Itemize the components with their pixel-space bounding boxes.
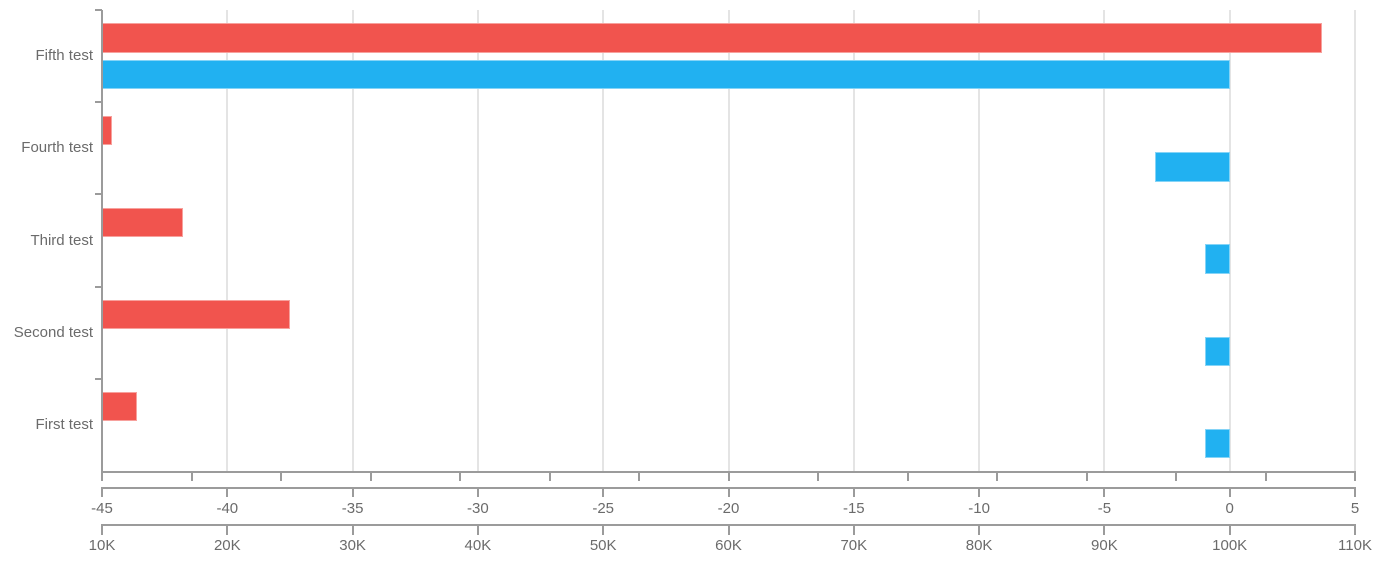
bottom-axis-tick [727, 526, 730, 535]
middle-axis-tick [978, 489, 981, 497]
primary-axis-tick [101, 473, 103, 481]
category-label: Second test [13, 323, 93, 341]
middle-axis-tick [226, 489, 229, 497]
primary-axis-tick [996, 473, 998, 481]
middle-axis-tick [101, 489, 103, 497]
gridline [226, 10, 229, 471]
category-axis-tick [95, 377, 102, 380]
bottom-axis-tick [1354, 526, 1356, 535]
bar-series-red[interactable] [102, 23, 1323, 53]
middle-axis-label: -5 [1097, 500, 1112, 517]
middle-axis-tick [1103, 489, 1106, 497]
gridline [1354, 10, 1356, 471]
middle-axis-label: -30 [467, 500, 489, 517]
category-label: First test [35, 415, 93, 433]
primary-axis-tick [1085, 473, 1088, 481]
middle-axis-label: -45 [91, 500, 113, 517]
bottom-axis-tick [476, 526, 479, 535]
gridline [852, 10, 855, 471]
middle-axis-line [101, 487, 1356, 489]
middle-axis-tick [1354, 489, 1356, 497]
middle-axis-label: 0 [1225, 500, 1234, 517]
bottom-axis-label: 30K [339, 537, 366, 554]
bottom-axis-line [101, 524, 1356, 526]
bottom-axis-tick [1228, 526, 1231, 535]
middle-axis-label: -20 [717, 500, 740, 517]
bar-series-red[interactable] [102, 392, 138, 422]
bottom-axis-label: 90K [1091, 537, 1118, 554]
bottom-axis-label: 100K [1212, 537, 1248, 554]
middle-axis-tick [476, 489, 479, 497]
bottom-axis-tick [978, 526, 981, 535]
bottom-axis-tick [351, 526, 354, 535]
bottom-axis-label: 70K [840, 537, 868, 554]
middle-axis-label: -35 [341, 500, 364, 517]
gridline [978, 10, 981, 471]
bar-series-blue[interactable] [102, 60, 1230, 90]
primary-axis-tick [459, 473, 461, 481]
primary-axis-tick [638, 473, 640, 481]
category-label: Fourth test [21, 139, 93, 157]
bottom-axis-tick [602, 526, 605, 535]
bottom-axis-label: 80K [965, 537, 993, 554]
middle-axis-tick [602, 489, 605, 497]
primary-axis-tick [906, 473, 909, 481]
primary-axis-tick [1354, 473, 1356, 481]
gridline [351, 10, 354, 471]
bottom-axis-label: 10K [88, 537, 116, 554]
bar-series-red[interactable] [102, 207, 184, 238]
bottom-axis-label: 40K [464, 537, 492, 554]
category-label: Third test [30, 231, 93, 249]
gridline [727, 10, 730, 471]
gridline [602, 10, 605, 471]
bottom-axis-tick [101, 526, 103, 535]
middle-axis-tick [852, 489, 855, 497]
gridline [476, 10, 479, 471]
middle-axis-label: -10 [968, 500, 990, 517]
primary-axis-tick [817, 473, 819, 481]
category-axis-line [101, 10, 103, 473]
gridline [1228, 10, 1231, 471]
middle-axis-label: 5 [1350, 500, 1360, 517]
primary-axis-tick [369, 473, 372, 481]
middle-axis-label: -25 [592, 500, 615, 517]
middle-axis-label: -40 [216, 500, 239, 517]
category-axis-tick [95, 285, 102, 288]
bar-series-blue[interactable] [1154, 152, 1230, 182]
bar-series-blue[interactable] [1204, 244, 1230, 274]
bottom-axis-label: 50K [589, 537, 617, 554]
primary-axis-tick [548, 473, 551, 481]
category-axis-tick [95, 193, 102, 196]
bar-series-blue[interactable] [1204, 428, 1230, 459]
bar-series-red[interactable] [102, 299, 290, 330]
bottom-axis-tick [226, 526, 229, 535]
category-axis-tick [95, 9, 102, 11]
bottom-axis-tick [1103, 526, 1106, 535]
bottom-axis-label: 20K [213, 537, 241, 554]
middle-axis-tick [1228, 489, 1231, 497]
category-label: Fifth test [35, 47, 93, 65]
primary-axis-tick [1175, 473, 1177, 481]
middle-axis-tick [351, 489, 354, 497]
primary-axis-tick [190, 473, 193, 481]
bar-series-blue[interactable] [1204, 336, 1230, 366]
primary-axis-tick [1264, 473, 1267, 481]
primary-axis-line [101, 471, 1356, 473]
primary-axis-tick [280, 473, 282, 481]
middle-axis-tick [727, 489, 730, 497]
primary-axis-tick [727, 473, 730, 481]
gridline [1103, 10, 1106, 471]
category-axis-tick [95, 101, 102, 104]
bottom-axis-label: 60K [715, 537, 742, 554]
bottom-axis-label: 110K [1338, 537, 1372, 554]
middle-axis-label: -15 [842, 500, 865, 517]
bottom-axis-tick [852, 526, 855, 535]
